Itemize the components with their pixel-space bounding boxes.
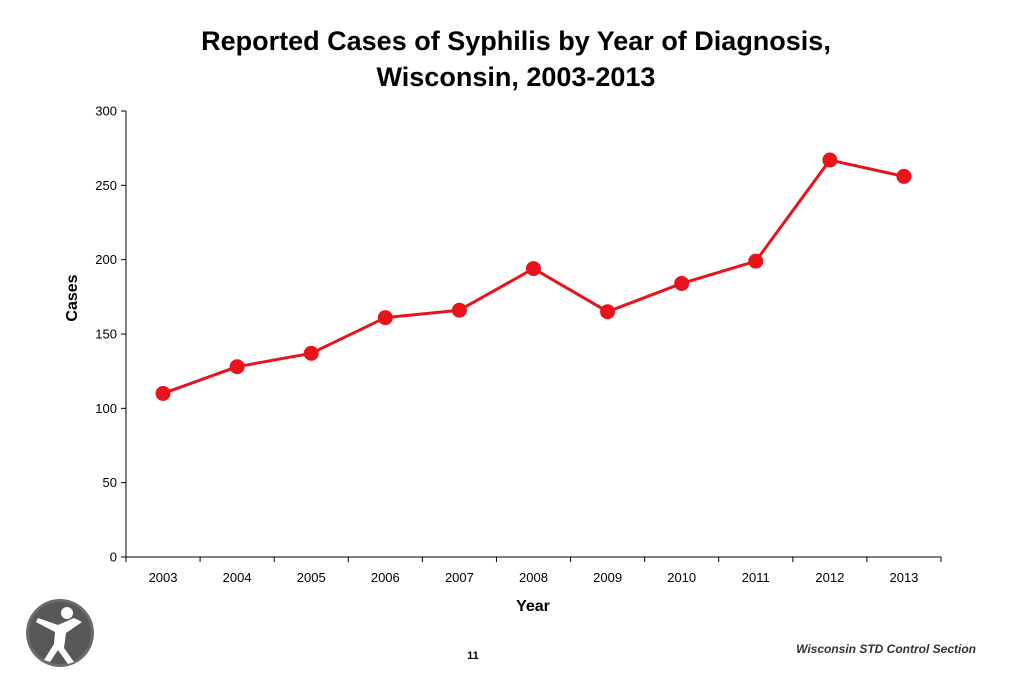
data-point-2013 (896, 168, 912, 184)
y-tick-label: 250 (95, 178, 117, 193)
y-axis-ticks: 0 50 100 150 200 250 300 (95, 104, 126, 565)
x-tick-label: 2008 (519, 570, 548, 585)
x-axis-ticks: 2003 2004 2005 2006 2007 2008 2009 2010 2011 2012… (125, 557, 942, 585)
x-tick-label: 2012 (815, 570, 844, 585)
data-point-2009 (600, 304, 616, 320)
x-tick-label: 2006 (371, 570, 400, 585)
y-tick-label: 300 (95, 104, 117, 119)
data-point-2006 (377, 310, 393, 326)
x-tick-label: 2003 (149, 570, 178, 585)
data-point-2008 (526, 261, 541, 277)
y-tick-label: 200 (95, 252, 117, 267)
x-tick-label: 2004 (223, 570, 252, 585)
page-number: 11 (467, 650, 479, 662)
series-line (162, 158, 905, 395)
data-point-2012 (822, 152, 838, 168)
x-axis-label: Year (516, 598, 550, 615)
chart-axes (125, 111, 941, 558)
y-tick-label: 0 (110, 550, 117, 565)
y-axis-label: Cases (64, 274, 81, 321)
x-tick-label: 2007 (445, 570, 474, 585)
person-figure-logo-icon (26, 599, 94, 667)
series-line-group (155, 152, 912, 401)
x-tick-label: 2005 (297, 570, 326, 585)
data-point-2007 (451, 302, 467, 318)
chart-title-line-1: Reported Cases of Syphilis by Year of Di… (201, 26, 831, 56)
y-tick-label: 150 (95, 327, 117, 342)
x-tick-label: 2013 (889, 570, 918, 585)
data-point-2005 (303, 345, 319, 361)
x-tick-label: 2009 (593, 570, 622, 585)
data-point-2003 (155, 385, 171, 401)
data-point-2011 (748, 253, 764, 269)
data-point-2010 (674, 275, 690, 291)
source-credit: Wisconsin STD Control Section (796, 642, 976, 656)
y-tick-label: 100 (95, 401, 117, 416)
data-point-2004 (229, 359, 245, 375)
y-tick-label: 50 (103, 475, 117, 490)
chart-title-line-2: Wisconsin, 2003-2013 (377, 62, 656, 92)
x-tick-label: 2010 (667, 570, 696, 585)
x-tick-label: 2011 (742, 570, 770, 585)
